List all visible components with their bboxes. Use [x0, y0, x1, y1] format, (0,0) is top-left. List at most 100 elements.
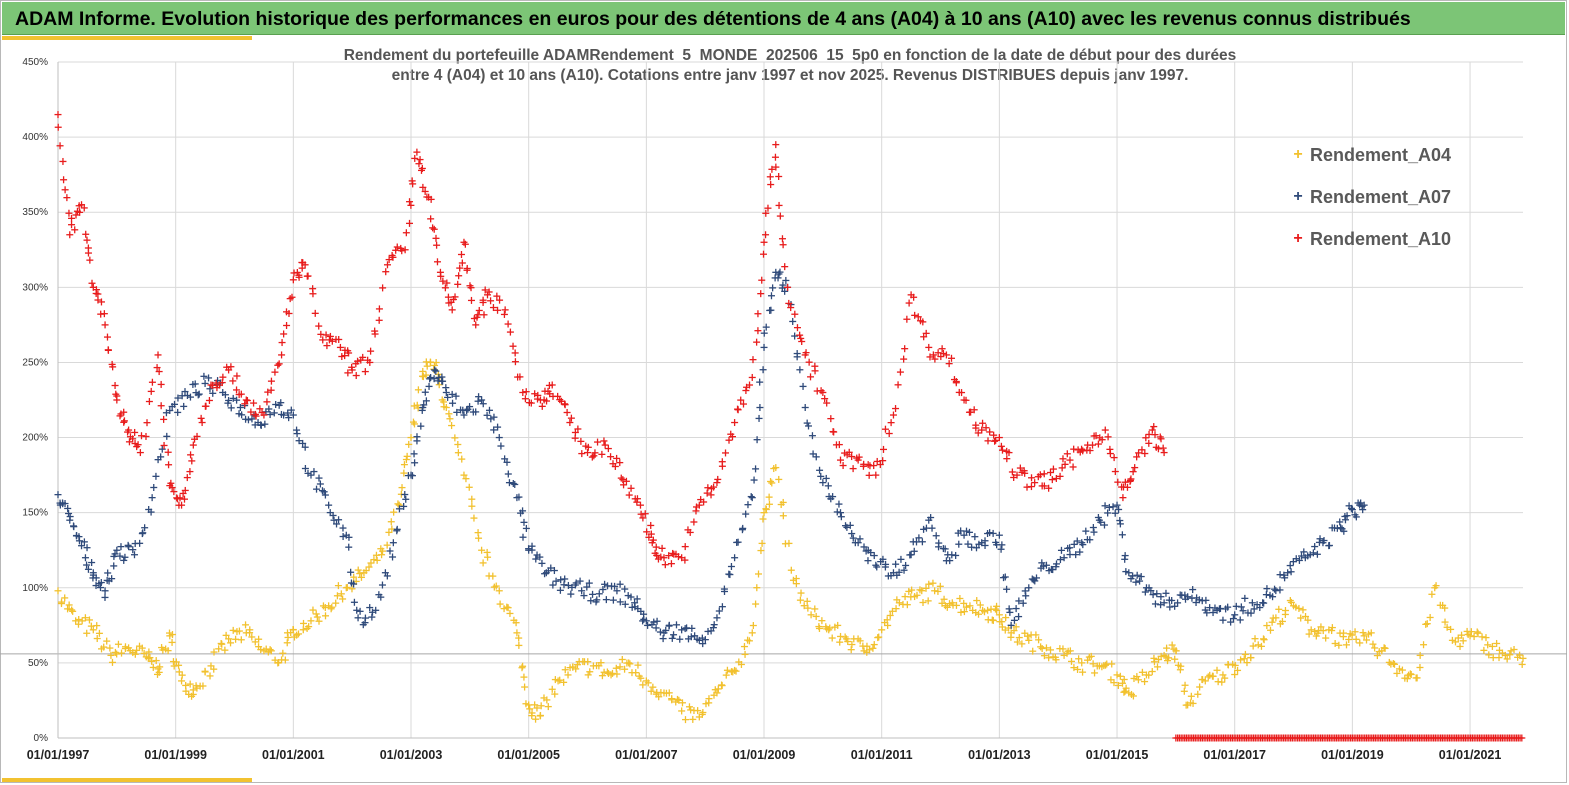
- a07-point: [113, 546, 121, 554]
- a07-point: [611, 582, 619, 590]
- a10-point: [256, 405, 264, 413]
- a10-point: [817, 387, 825, 395]
- a10-point: [914, 313, 922, 321]
- a07-point: [650, 618, 658, 626]
- a07-point: [329, 511, 337, 519]
- a10-point: [1003, 455, 1011, 463]
- a10-point: [859, 462, 867, 470]
- a04-point: [1037, 643, 1045, 651]
- a04-point: [362, 567, 370, 575]
- a07-point: [101, 593, 109, 601]
- a10-point: [60, 176, 68, 184]
- a07-point: [377, 593, 385, 601]
- a04-point: [227, 639, 235, 647]
- a04-point: [178, 671, 186, 679]
- a07-point: [1347, 504, 1355, 512]
- a10-point: [82, 230, 90, 238]
- a10-point: [903, 315, 911, 323]
- a10-point: [383, 261, 391, 269]
- a04-point: [551, 690, 559, 698]
- a07-point: [1295, 556, 1303, 564]
- a07-point: [1231, 611, 1239, 619]
- a10-point: [411, 154, 419, 162]
- a07-point: [599, 586, 607, 594]
- a10-point: [887, 419, 895, 427]
- a04-point: [495, 587, 503, 595]
- a07-point: [1260, 599, 1268, 607]
- a07-point: [796, 366, 804, 374]
- a07-point: [152, 472, 160, 480]
- a10-point: [1021, 469, 1029, 477]
- a07-point: [1315, 538, 1323, 546]
- a07-point: [864, 557, 872, 565]
- a04-point: [749, 622, 757, 630]
- a04-point: [114, 640, 122, 648]
- a07-point: [895, 568, 903, 576]
- a07-point: [652, 624, 660, 632]
- a07-point: [1168, 596, 1176, 604]
- a04-point: [448, 422, 456, 430]
- a10-point: [919, 318, 927, 326]
- a07-point: [1153, 590, 1161, 598]
- a07-point: [1262, 591, 1270, 599]
- x-tick-label: 01/01/2013: [968, 748, 1031, 762]
- a07-point: [1276, 586, 1284, 594]
- a07-point: [490, 426, 498, 434]
- a04-point: [1153, 663, 1161, 671]
- a10-point: [1061, 460, 1069, 468]
- a10-point: [767, 181, 775, 189]
- a07-point: [670, 631, 678, 639]
- a07-point: [1352, 513, 1360, 521]
- a04-point: [1237, 656, 1245, 664]
- a07-point: [1229, 615, 1237, 623]
- a10-point: [1129, 468, 1137, 476]
- a07-point: [609, 596, 617, 604]
- a07-point: [678, 626, 686, 634]
- a04-point: [215, 645, 223, 653]
- a04-point: [1360, 632, 1368, 640]
- a07-point: [1032, 574, 1040, 582]
- a07-point: [325, 501, 333, 509]
- a04-point: [1412, 674, 1420, 682]
- a10-point: [367, 347, 375, 355]
- a10-point: [1045, 484, 1053, 492]
- a10-point: [180, 495, 188, 503]
- a10-point: [669, 549, 677, 557]
- a10-point: [1154, 445, 1162, 453]
- a10-point: [328, 337, 336, 345]
- a07-point: [822, 474, 830, 482]
- a04-point: [1362, 636, 1370, 644]
- a04-point: [678, 707, 686, 715]
- a04-point: [1389, 660, 1397, 668]
- a10-point: [72, 211, 80, 219]
- a04-point: [1247, 654, 1255, 662]
- a04-point: [741, 650, 749, 658]
- chart-title-line1: Rendement du portefeuille ADAMRendement_…: [343, 47, 1237, 64]
- a07-point: [139, 529, 147, 537]
- a07-point: [101, 587, 109, 595]
- a10-point: [1101, 426, 1109, 434]
- a07-point: [125, 543, 133, 551]
- a10-point: [900, 355, 908, 363]
- a04-point: [178, 677, 186, 685]
- a07-point: [494, 423, 502, 431]
- a10-point: [129, 435, 137, 443]
- a10-point: [1089, 441, 1097, 449]
- a10-point: [845, 448, 853, 456]
- a04-point: [698, 710, 706, 718]
- a04-point: [1359, 629, 1367, 637]
- a10-point: [991, 437, 999, 445]
- a10-point: [164, 448, 172, 456]
- a07-point: [180, 402, 188, 410]
- a04-point: [1478, 633, 1486, 641]
- a07-point: [837, 509, 845, 517]
- a07-point: [1056, 556, 1064, 564]
- a10-point: [1123, 483, 1131, 491]
- a10-point: [962, 396, 970, 404]
- a07-point: [191, 380, 199, 388]
- a07-point: [941, 545, 949, 553]
- a10-point: [600, 437, 608, 445]
- a10-point: [1027, 483, 1035, 491]
- x-tick-label: 01/01/2005: [497, 748, 560, 762]
- a10-point: [148, 378, 156, 386]
